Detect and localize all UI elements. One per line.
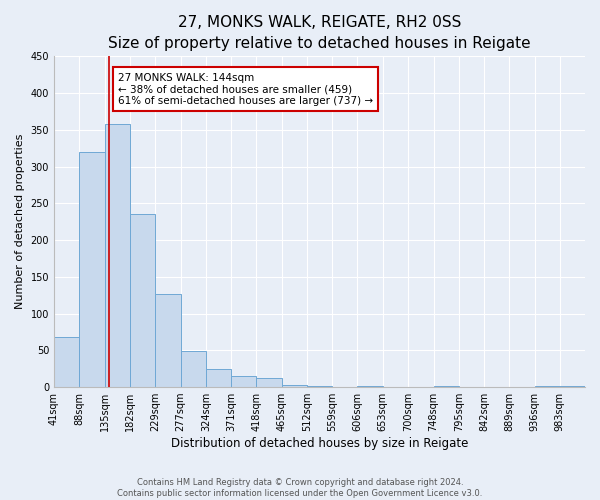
- Y-axis label: Number of detached properties: Number of detached properties: [15, 134, 25, 310]
- Bar: [79, 152, 104, 387]
- Bar: [307, 386, 332, 387]
- Bar: [206, 368, 231, 387]
- Bar: [535, 386, 560, 387]
- Bar: [104, 124, 130, 387]
- Bar: [130, 214, 155, 387]
- Bar: [155, 294, 181, 387]
- Text: Contains HM Land Registry data © Crown copyright and database right 2024.
Contai: Contains HM Land Registry data © Crown c…: [118, 478, 482, 498]
- Bar: [256, 378, 281, 387]
- Title: 27, MONKS WALK, REIGATE, RH2 0SS
Size of property relative to detached houses in: 27, MONKS WALK, REIGATE, RH2 0SS Size of…: [108, 15, 531, 51]
- Bar: [358, 386, 383, 387]
- Bar: [434, 386, 459, 387]
- Text: 27 MONKS WALK: 144sqm
← 38% of detached houses are smaller (459)
61% of semi-det: 27 MONKS WALK: 144sqm ← 38% of detached …: [118, 72, 373, 106]
- Bar: [281, 385, 307, 387]
- Bar: [560, 386, 585, 387]
- Bar: [231, 376, 256, 387]
- X-axis label: Distribution of detached houses by size in Reigate: Distribution of detached houses by size …: [171, 437, 468, 450]
- Bar: [54, 337, 79, 387]
- Bar: [181, 351, 206, 387]
